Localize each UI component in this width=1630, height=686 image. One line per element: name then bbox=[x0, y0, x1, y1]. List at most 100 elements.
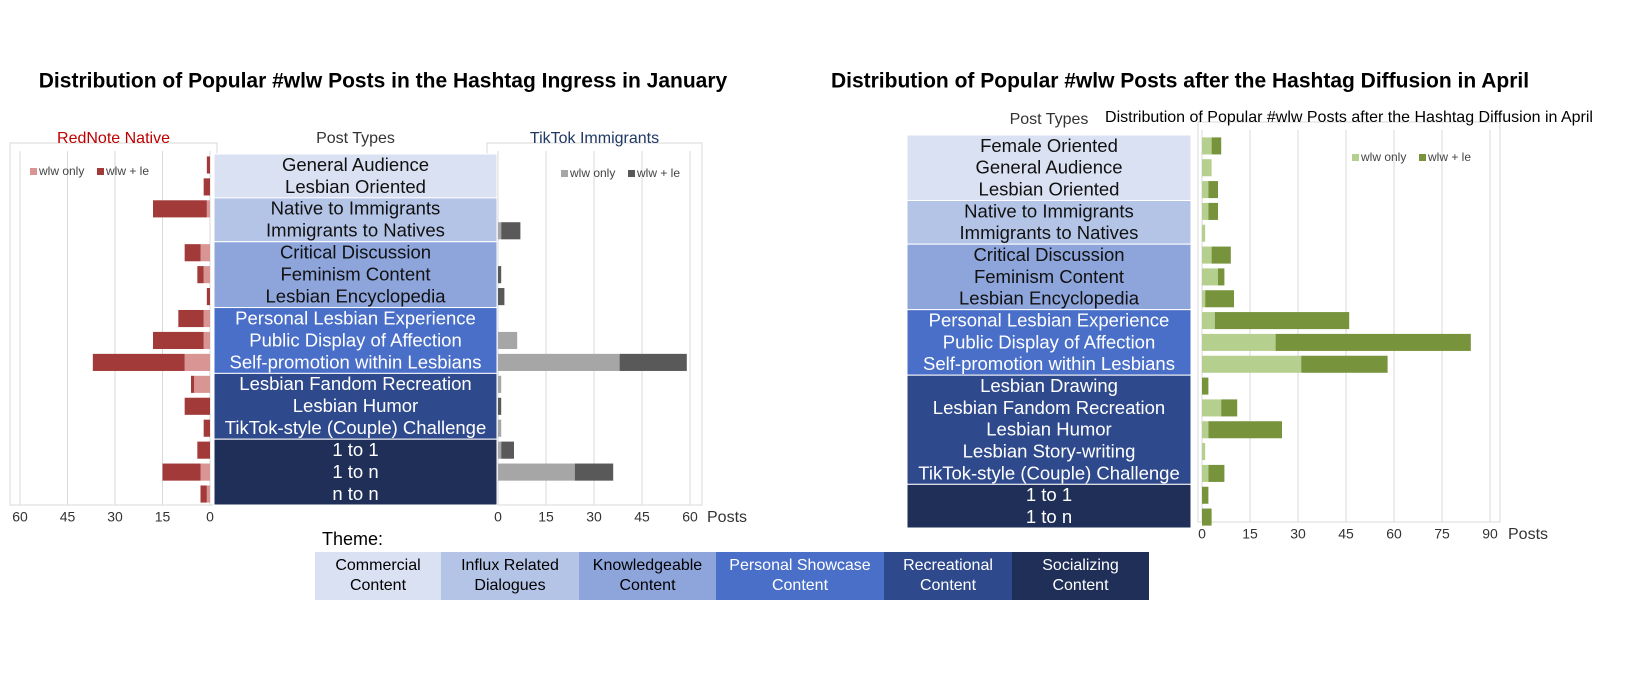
category-label: Critical Discussion bbox=[973, 244, 1124, 265]
category-label: Immigrants to Natives bbox=[960, 222, 1139, 243]
bar bbox=[1221, 399, 1238, 417]
legend-swatch bbox=[1419, 154, 1426, 161]
bar bbox=[1202, 224, 1206, 242]
bar bbox=[498, 288, 505, 306]
bar bbox=[197, 441, 210, 459]
x-tick-label: 0 bbox=[206, 509, 214, 525]
bar bbox=[501, 441, 514, 459]
bar bbox=[1208, 464, 1225, 482]
category-label: Lesbian Oriented bbox=[285, 176, 426, 197]
chart-title: Distribution of Popular #wlw Posts in th… bbox=[39, 70, 728, 93]
category-label: Lesbian Encyclopedia bbox=[266, 285, 447, 306]
x-tick-label: 0 bbox=[494, 509, 502, 525]
legend-swatch bbox=[1352, 154, 1359, 161]
bar bbox=[1202, 268, 1218, 286]
legend-label: wlw + le bbox=[1427, 150, 1471, 164]
bar bbox=[619, 353, 687, 371]
bar bbox=[1202, 137, 1212, 155]
theme-legend-item: Socializing Content bbox=[1012, 552, 1149, 600]
category-label: 1 to n bbox=[1026, 506, 1072, 527]
x-axis-label: Posts bbox=[707, 509, 747, 526]
category-label: Female Oriented bbox=[980, 135, 1118, 156]
bar bbox=[184, 397, 210, 415]
bar bbox=[194, 375, 210, 393]
category-label: Immigrants to Natives bbox=[266, 220, 445, 241]
category-label: Critical Discussion bbox=[280, 242, 431, 263]
legend-swatch bbox=[561, 170, 568, 177]
x-tick-label: 30 bbox=[1290, 526, 1306, 542]
category-label: Lesbian Fandom Recreation bbox=[933, 397, 1165, 418]
category-label: Public Display of Affection bbox=[249, 329, 462, 350]
theme-legend-item: Personal Showcase Content bbox=[716, 552, 884, 600]
bar bbox=[1208, 202, 1218, 220]
bar bbox=[1202, 246, 1212, 264]
bar bbox=[1211, 246, 1231, 264]
bar bbox=[1202, 290, 1206, 308]
panel-title: Distribution of Popular #wlw Posts after… bbox=[1105, 109, 1593, 126]
bar bbox=[498, 222, 502, 240]
x-tick-label: 60 bbox=[682, 509, 698, 525]
bar bbox=[498, 353, 620, 371]
theme-legend-title: Theme: bbox=[322, 529, 384, 549]
x-tick-label: 60 bbox=[12, 509, 28, 525]
bar bbox=[153, 200, 207, 218]
bar bbox=[1202, 443, 1206, 461]
category-label: Personal Lesbian Experience bbox=[235, 307, 476, 328]
x-tick-label: 45 bbox=[1338, 526, 1354, 542]
x-tick-label: 90 bbox=[1482, 526, 1498, 542]
category-label: Lesbian Humor bbox=[986, 419, 1111, 440]
category-label: 1 to 1 bbox=[1026, 484, 1072, 505]
category-label: 1 to 1 bbox=[332, 439, 378, 460]
x-tick-label: 15 bbox=[538, 509, 554, 525]
bar bbox=[206, 200, 210, 218]
bar bbox=[1202, 486, 1209, 504]
theme-band bbox=[906, 374, 1192, 485]
theme-band bbox=[213, 307, 498, 374]
bar bbox=[1202, 421, 1209, 439]
bar bbox=[200, 463, 210, 481]
category-label: General Audience bbox=[975, 157, 1122, 178]
panel-title: TikTok Immigrants bbox=[530, 130, 659, 147]
category-label: Personal Lesbian Experience bbox=[929, 309, 1170, 330]
bar bbox=[184, 244, 201, 262]
category-label: TikTok-style (Couple) Challenge bbox=[225, 417, 487, 438]
category-label: n to n bbox=[332, 483, 378, 504]
bar bbox=[501, 222, 521, 240]
category-label: Self-promotion within Lesbians bbox=[923, 353, 1175, 374]
bar bbox=[203, 309, 210, 328]
bar bbox=[1202, 355, 1302, 373]
bar bbox=[153, 331, 204, 350]
bar bbox=[162, 463, 201, 481]
x-tick-label: 15 bbox=[1242, 526, 1258, 542]
bar bbox=[1202, 312, 1215, 330]
bar bbox=[498, 463, 575, 481]
legend-label: wlw + le bbox=[636, 166, 680, 180]
legend-swatch bbox=[30, 168, 37, 175]
bar bbox=[203, 266, 210, 284]
theme-band bbox=[213, 438, 498, 506]
bar bbox=[498, 419, 502, 437]
bar bbox=[1202, 464, 1209, 482]
x-tick-label: 75 bbox=[1434, 526, 1450, 542]
theme-legend-item: Influx Related Dialogues bbox=[441, 552, 579, 600]
legend-label: wlw + le bbox=[105, 164, 149, 178]
category-label: Native to Immigrants bbox=[271, 198, 441, 219]
bar bbox=[1205, 290, 1234, 308]
category-title: Post Types bbox=[316, 130, 395, 147]
theme-band bbox=[906, 483, 1192, 529]
x-tick-label: 30 bbox=[107, 509, 123, 525]
bar bbox=[203, 178, 210, 196]
x-tick-label: 45 bbox=[60, 509, 76, 525]
theme-band bbox=[213, 372, 498, 440]
bar bbox=[498, 441, 502, 459]
x-tick-label: 45 bbox=[634, 509, 650, 525]
bar bbox=[203, 419, 210, 437]
bar bbox=[1202, 377, 1209, 395]
theme-legend-item: Commercial Content bbox=[315, 552, 441, 600]
category-label: Lesbian Fandom Recreation bbox=[239, 373, 471, 394]
category-label: Lesbian Oriented bbox=[979, 178, 1120, 199]
bar bbox=[191, 375, 195, 393]
bar bbox=[498, 266, 502, 284]
